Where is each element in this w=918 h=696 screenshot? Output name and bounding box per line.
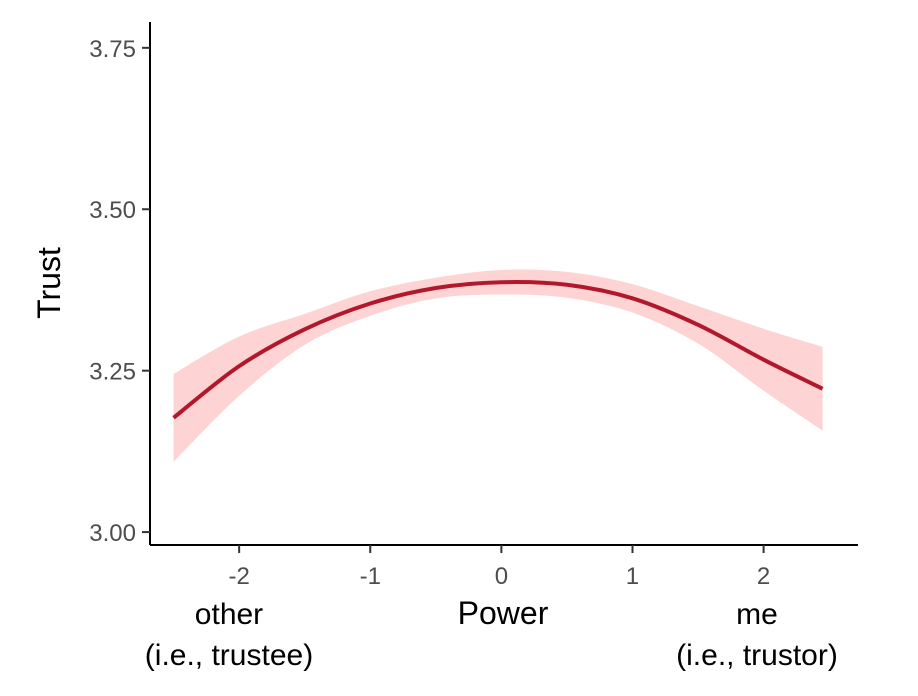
y-tick-label: 3.75 [89, 36, 136, 63]
x-tick-label: 2 [757, 563, 770, 590]
x-axis-title: Power [458, 595, 549, 631]
annotation-right-line-1: me [736, 598, 778, 631]
x-tick-label: 0 [495, 563, 508, 590]
annotation-left-line-1: other [195, 598, 263, 631]
y-tick-label: 3.25 [89, 359, 136, 386]
annotation-right-line-2: (i.e., trustor) [676, 639, 838, 672]
confidence-band [173, 269, 823, 462]
ticks: -2 -1 0 1 2 3.00 3.25 3.50 3.75 [89, 36, 770, 590]
trend-line [172, 280, 824, 420]
y-tick-label: 3.00 [89, 520, 136, 547]
axes [149, 22, 858, 546]
y-tick-label: 3.50 [89, 197, 136, 224]
x-tick-label: -2 [228, 563, 249, 590]
x-tick-label: 1 [626, 563, 639, 590]
plot-area [172, 269, 824, 462]
y-axis-title: Trust [31, 247, 67, 319]
x-tick-label: -1 [360, 563, 381, 590]
annotation-left-line-2: (i.e., trustee) [145, 639, 313, 672]
